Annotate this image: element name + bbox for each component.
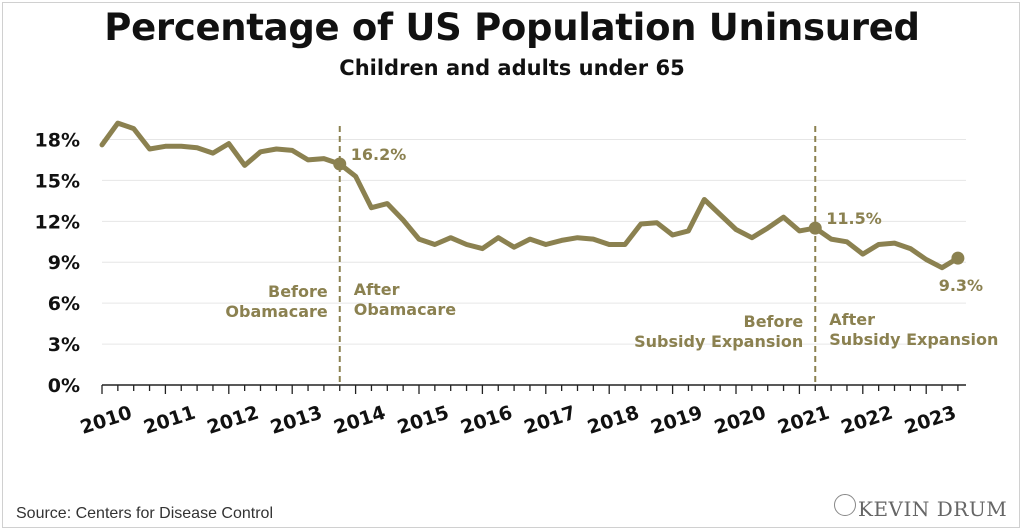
y-tick-label: 9%	[48, 252, 80, 274]
data-label: 16.2%	[351, 145, 407, 164]
y-tick-label: 12%	[35, 211, 80, 233]
y-tick-label: 3%	[48, 334, 80, 356]
after-label: Subsidy Expansion	[829, 330, 998, 349]
y-tick-label: 0%	[48, 375, 80, 397]
cat-logo-icon	[834, 494, 856, 516]
highlight-point	[951, 251, 965, 265]
data-label: 11.5%	[826, 209, 882, 228]
x-tick-label: 2022	[838, 402, 895, 439]
x-tick-label: 2021	[775, 402, 832, 439]
before-label: Before	[744, 312, 804, 331]
highlight-point	[808, 221, 822, 235]
chart-title: Percentage of US Population Uninsured	[104, 6, 920, 49]
x-tick-label: 2010	[78, 402, 135, 439]
uninsured-rate-line	[99, 120, 961, 271]
x-tick-label: 2020	[712, 402, 769, 439]
y-tick-label: 6%	[48, 293, 80, 315]
before-label: Before	[268, 282, 328, 301]
x-tick-label: 2012	[204, 402, 261, 439]
after-label: After	[354, 280, 400, 299]
y-tick-label: 18%	[35, 129, 80, 151]
data-label: 9.3%	[939, 276, 983, 295]
x-tick-label: 2016	[458, 402, 515, 439]
logo-text: KEVIN DRUM	[858, 497, 1008, 521]
x-tick-label: 2023	[902, 402, 959, 439]
x-tick-label: 2017	[521, 402, 578, 439]
before-label: Subsidy Expansion	[634, 332, 803, 351]
after-label: After	[829, 310, 875, 329]
source-note: Source: Centers for Disease Control	[16, 505, 273, 522]
x-tick-label: 2019	[648, 402, 705, 439]
logo: KEVIN DRUM	[834, 494, 1007, 524]
x-tick-label: 2015	[395, 402, 452, 439]
y-tick-label: 15%	[35, 170, 80, 192]
chart-subtitle: Children and adults under 65	[339, 56, 685, 80]
x-tick-label: 2013	[268, 402, 325, 439]
highlight-point	[333, 157, 347, 171]
after-label: Obamacare	[354, 300, 456, 319]
x-tick-label: 2018	[585, 402, 642, 439]
x-tick-label: 2014	[331, 402, 388, 439]
x-tick-label: 2011	[141, 402, 198, 439]
before-label: Obamacare	[225, 302, 327, 321]
